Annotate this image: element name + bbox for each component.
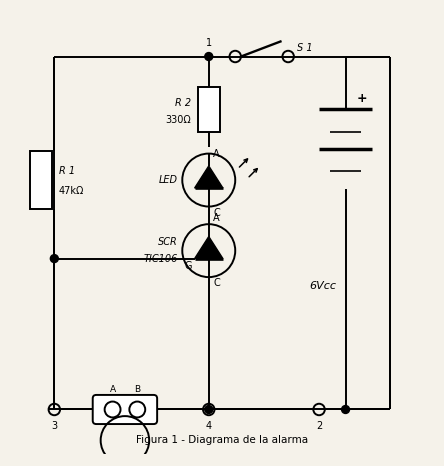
Text: C: C [213,208,220,218]
Text: 6Vcc: 6Vcc [310,281,337,291]
Text: 47kΩ: 47kΩ [59,186,84,196]
Circle shape [205,405,213,413]
Circle shape [205,53,213,61]
Bar [198,88,220,131]
Circle shape [341,405,349,413]
Text: LED: LED [159,175,178,185]
Text: 4: 4 [206,420,212,431]
Text: S 1: S 1 [297,43,313,53]
Text: +: + [357,92,367,105]
Text: 1: 1 [206,38,212,48]
Text: 3: 3 [51,420,57,431]
Text: A: A [213,149,220,159]
Text: R 2: R 2 [175,98,191,108]
Text: R 1: R 1 [59,166,75,176]
Text: Figura 1 - Diagrama de la alarma: Figura 1 - Diagrama de la alarma [136,435,308,445]
Text: SCR: SCR [158,237,178,247]
FancyBboxPatch shape [93,395,157,424]
Polygon shape [194,166,223,188]
Text: G: G [185,261,192,271]
Text: 2: 2 [316,420,322,431]
Text: B: B [134,385,140,394]
Text: TIC106: TIC106 [143,254,178,265]
Text: A: A [110,385,115,394]
Circle shape [50,254,58,262]
Bar [30,151,52,209]
Polygon shape [194,237,223,259]
Text: 330Ω: 330Ω [165,116,191,125]
Text: C: C [213,279,220,288]
Text: A: A [213,213,220,223]
